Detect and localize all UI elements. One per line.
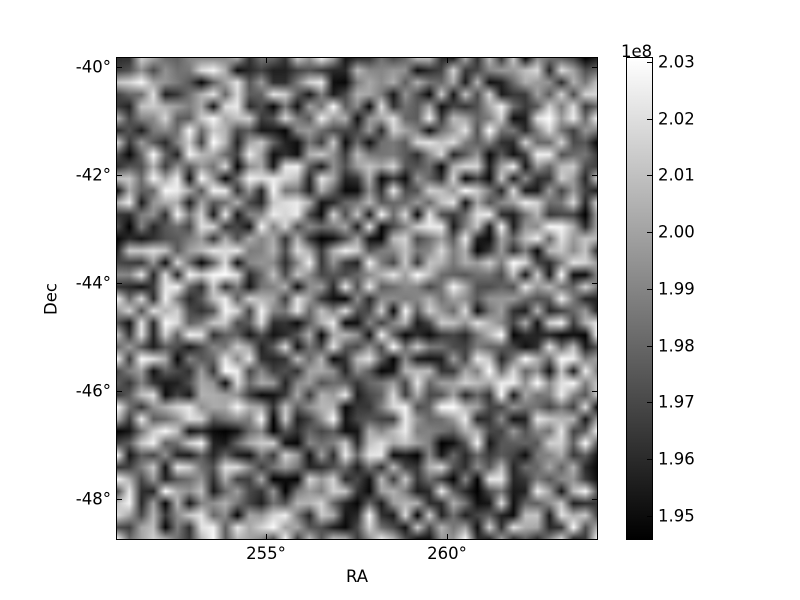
colorbar-tick-label: 1.99 (658, 279, 695, 299)
colorbar-tick-label: 1.96 (658, 449, 695, 469)
colorbar-tick-label: 2.02 (658, 109, 695, 129)
colorbar-tick (647, 515, 652, 517)
y-tick-label: -42° (75, 165, 111, 185)
y-tick-right (592, 283, 597, 285)
x-tick-bottom (446, 534, 448, 539)
y-tick-right (592, 391, 597, 393)
y-tick-label: -48° (75, 489, 111, 509)
y-tick-left (117, 175, 122, 177)
x-tick-top (265, 58, 267, 63)
heatmap-image (117, 58, 597, 539)
colorbar-tick (647, 175, 652, 177)
colorbar-tick (647, 232, 652, 234)
y-tick-right (592, 499, 597, 501)
colorbar-tick-label: 1.95 (658, 506, 695, 526)
y-tick-right (592, 175, 597, 177)
colorbar-tick-label: 2.01 (658, 165, 695, 185)
colorbar-tick-label: 1.97 (658, 392, 695, 412)
colorbar-tick (647, 61, 652, 63)
y-tick-left (117, 499, 122, 501)
colorbar-tick (647, 402, 652, 404)
colorbar-tick (647, 345, 652, 347)
y-tick-left (117, 283, 122, 285)
x-tick-label: 255° (246, 544, 286, 563)
y-tick-right (592, 67, 597, 69)
x-tick-bottom (265, 534, 267, 539)
y-tick-left (117, 391, 122, 393)
colorbar-tick-label: 1.98 (658, 336, 695, 356)
colorbar-gradient (627, 58, 652, 539)
y-tick-label: -40° (75, 57, 111, 77)
x-axis-label: RA (345, 567, 369, 586)
y-tick-left (117, 67, 122, 69)
colorbar-tick (647, 118, 652, 120)
colorbar-offset-label: 1e8 (621, 42, 653, 61)
colorbar (626, 57, 653, 540)
colorbar-tick (647, 288, 652, 290)
heatmap-plot (116, 57, 598, 540)
y-tick-label: -44° (75, 273, 111, 293)
y-tick-label: -46° (75, 381, 111, 401)
colorbar-tick (647, 459, 652, 461)
colorbar-tick-label: 2.00 (658, 222, 695, 242)
y-axis-label: Dec (41, 283, 61, 315)
x-tick-label: 260° (427, 544, 467, 563)
colorbar-tick-label: 2.03 (658, 52, 695, 72)
x-tick-top (446, 58, 448, 63)
